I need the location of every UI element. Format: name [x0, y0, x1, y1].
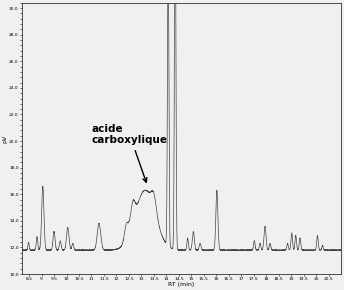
- Text: acide
carboxylique: acide carboxylique: [92, 124, 168, 182]
- Y-axis label: pV: pV: [3, 134, 8, 143]
- X-axis label: RT (min): RT (min): [168, 282, 194, 287]
